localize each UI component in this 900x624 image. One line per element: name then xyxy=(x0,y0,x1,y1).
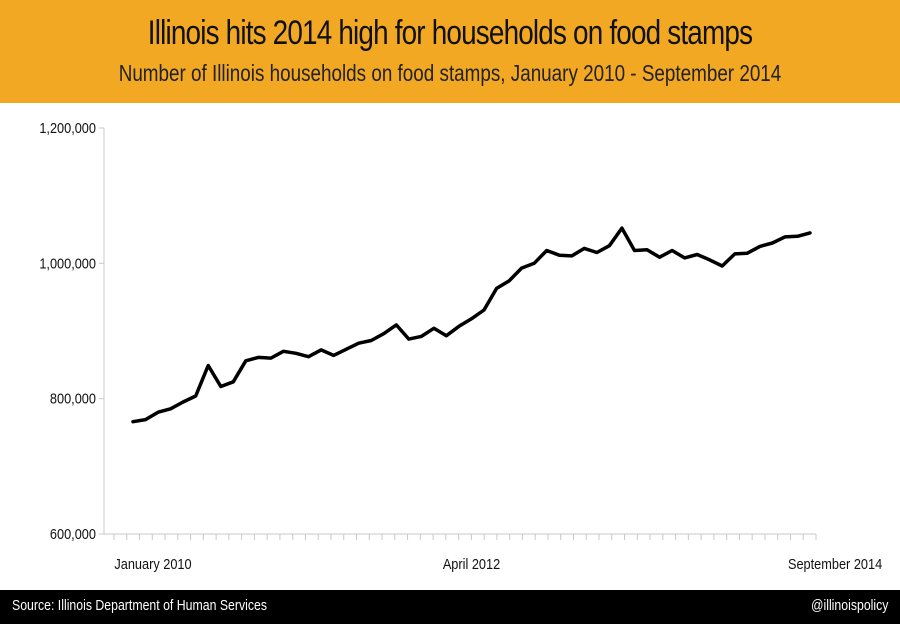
x-tick-label: September 2014 xyxy=(788,555,882,572)
y-tick-label: 1,200,000 xyxy=(39,119,96,136)
chart-title: Illinois hits 2014 high for households o… xyxy=(147,14,753,52)
line-chart: 600,000 800,000 1,000,000 1,200,000 January … xyxy=(39,119,882,572)
x-tick-label: January 2010 xyxy=(114,555,191,572)
chart-subtitle: Number of Illinois households on food st… xyxy=(118,60,782,86)
y-tick-label: 600,000 xyxy=(50,525,96,542)
y-tick-label: 800,000 xyxy=(50,390,96,407)
series-line xyxy=(131,226,812,424)
footer-bar: Source: Illinois Department of Human Ser… xyxy=(0,590,900,624)
source-note: Source: Illinois Department of Human Ser… xyxy=(12,597,267,614)
chart-area: 600,000 800,000 1,000,000 1,200,000 January … xyxy=(0,103,900,590)
x-tick-label: April 2012 xyxy=(443,555,501,572)
y-tick-label: 1,000,000 xyxy=(39,254,96,271)
chart-header: Illinois hits 2014 high for households o… xyxy=(0,0,900,103)
social-handle: @illinoispolicy xyxy=(810,597,888,614)
